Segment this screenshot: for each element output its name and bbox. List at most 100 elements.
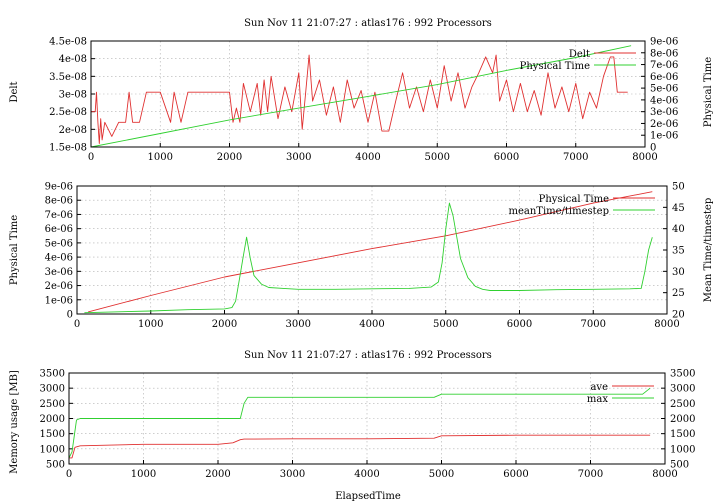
- panel-1-series: [90, 45, 632, 148]
- panel-2-ticks: 0 1000 2000 3000 4000 5000 6000 7000 8000 0 1e-06 2…: [45, 182, 685, 331]
- y-left-tick-label: 1e-06: [45, 295, 73, 306]
- panel-2-series: [84, 191, 653, 314]
- x-tick-label: 8000: [654, 319, 679, 330]
- y-right-tick-label: 40: [672, 224, 685, 235]
- x-tick-label: 8000: [632, 152, 657, 163]
- panel-2-frame: [76, 185, 668, 315]
- y-right-tick-label: 2e-06: [650, 119, 678, 130]
- y-right-tick-label: 2500: [670, 399, 695, 410]
- y-left-tick-label: 2.5e-08: [49, 107, 87, 118]
- y-right-tick-label: 0: [650, 143, 656, 154]
- y-left-tick-label: 6e-06: [45, 224, 73, 235]
- y-left-tick-label: 2500: [40, 399, 65, 410]
- y-right-tick-label: 25: [672, 288, 685, 299]
- y-right-tick-label: 5e-06: [650, 84, 678, 95]
- panel-physical-time: Physical Time Mean Time/timestep 0 1000 20…: [9, 182, 714, 331]
- x-tick-label: 4000: [355, 152, 380, 163]
- x-tick-label: 6000: [503, 469, 528, 480]
- panel-3-left-axis-label: Memory usage [MB]: [9, 370, 20, 474]
- x-tick-label: 2000: [205, 469, 230, 480]
- x-tick-label: 3000: [286, 152, 311, 163]
- series-line-physical-time: [87, 191, 653, 313]
- y-left-tick-label: 3e-08: [59, 90, 87, 101]
- y-left-tick-label: 2e-06: [45, 281, 73, 292]
- y-right-tick-label: 2000: [670, 414, 695, 425]
- y-left-tick-label: 3.5e-08: [49, 72, 87, 83]
- panel-1-title: Sun Nov 11 21:07:27 : atlas176 : 992 Pro…: [244, 18, 492, 29]
- series-line-ave: [69, 434, 651, 459]
- y-left-tick-label: 4e-08: [59, 54, 87, 65]
- panel-1-right-axis-label: Physical Time: [703, 57, 714, 127]
- x-tick-label: 0: [74, 319, 80, 330]
- panel-delt: Sun Nov 11 21:07:27 : atlas176 : 992 Pro…: [9, 18, 714, 163]
- y-right-tick-label: 500: [670, 460, 689, 471]
- x-tick-label: 0: [88, 152, 94, 163]
- panel-3-legend-max: max: [587, 394, 608, 405]
- y-left-tick-label: 0: [67, 310, 73, 321]
- x-tick-label: 7000: [578, 469, 603, 480]
- x-tick-label: 3000: [280, 469, 305, 480]
- y-left-tick-label: 1.5e-08: [49, 143, 87, 154]
- panel-3-title: Sun Nov 11 21:07:27 : atlas176 : 992 Pro…: [244, 350, 492, 361]
- x-tick-label: 4000: [354, 469, 379, 480]
- y-right-tick-label: 7e-06: [650, 60, 678, 71]
- y-left-tick-label: 3e-06: [45, 267, 73, 278]
- panel-1-frame: [90, 40, 646, 148]
- y-right-tick-label: 3500: [670, 369, 695, 380]
- x-tick-label: 4000: [359, 319, 384, 330]
- y-left-tick-label: 9e-06: [45, 182, 73, 193]
- panel-memory: Sun Nov 11 21:07:27 : atlas176 : 992 Pro…: [9, 350, 695, 502]
- y-right-tick-label: 1000: [670, 444, 695, 455]
- x-tick-label: 2000: [212, 319, 237, 330]
- x-tick-label: 5000: [433, 319, 458, 330]
- y-right-tick-label: 30: [672, 267, 685, 278]
- panel-3-series: [68, 387, 651, 459]
- panel-1-left-axis-label: Delt: [9, 81, 20, 102]
- x-tick-label: 0: [66, 469, 72, 480]
- x-tick-label: 2000: [217, 152, 242, 163]
- panel-3-ticks: 0 1000 2000 3000 4000 5000 6000 7000 80005001000…: [40, 369, 696, 481]
- series-line-meantime-timestep: [84, 202, 653, 314]
- y-right-tick-label: 6e-06: [650, 72, 678, 83]
- series-line-delt: [91, 54, 628, 144]
- y-left-tick-label: 4.5e-08: [49, 37, 87, 48]
- x-tick-label: 6000: [494, 152, 519, 163]
- panel-3-frame: [68, 372, 666, 465]
- x-tick-label: 1000: [131, 469, 156, 480]
- y-left-tick-label: 500: [46, 460, 65, 471]
- x-tick-label: 8000: [652, 469, 677, 480]
- panel-2-legend-mean-time: meanTime/timestep: [508, 206, 609, 217]
- x-tick-label: 1000: [138, 319, 163, 330]
- panel-1-legend: Delt Physical Time: [520, 49, 636, 72]
- y-right-tick-label: 35: [672, 246, 685, 257]
- y-left-tick-label: 2000: [40, 414, 65, 425]
- y-right-tick-label: 1500: [670, 429, 695, 440]
- y-left-tick-label: 3500: [40, 369, 65, 380]
- x-tick-label: 3000: [286, 319, 311, 330]
- x-tick-label: 6000: [507, 319, 532, 330]
- panel-2-legend-physical-time: Physical Time: [539, 194, 609, 205]
- y-right-tick-label: 3000: [670, 384, 695, 395]
- y-left-tick-label: 7e-06: [45, 210, 73, 221]
- x-tick-label: 7000: [563, 152, 588, 163]
- panel-1-legend-delt: Delt: [569, 49, 590, 60]
- panel-2-legend: Physical Time meanTime/timestep: [508, 194, 655, 217]
- panel-3-legend-ave: ave: [590, 382, 608, 393]
- panel-2-left-axis-label: Physical Time: [9, 215, 20, 285]
- series-line-physical-time: [90, 45, 632, 148]
- x-tick-label: 5000: [425, 152, 450, 163]
- y-left-tick-label: 4e-06: [45, 253, 73, 264]
- y-left-tick-label: 8e-06: [45, 196, 73, 207]
- y-right-tick-label: 4e-06: [650, 95, 678, 106]
- y-left-tick-label: 5e-06: [45, 238, 73, 249]
- x-tick-label: 5000: [429, 469, 454, 480]
- series-line-max: [68, 387, 651, 459]
- y-right-tick-label: 20: [672, 310, 685, 321]
- panel-3-legend: ave max: [587, 382, 654, 405]
- panel-2-grid: [77, 186, 667, 314]
- panel-3-x-axis-label: ElapsedTime: [335, 491, 401, 502]
- x-tick-label: 1000: [148, 152, 173, 163]
- y-right-tick-label: 9e-06: [650, 37, 678, 48]
- y-left-tick-label: 3000: [40, 384, 65, 395]
